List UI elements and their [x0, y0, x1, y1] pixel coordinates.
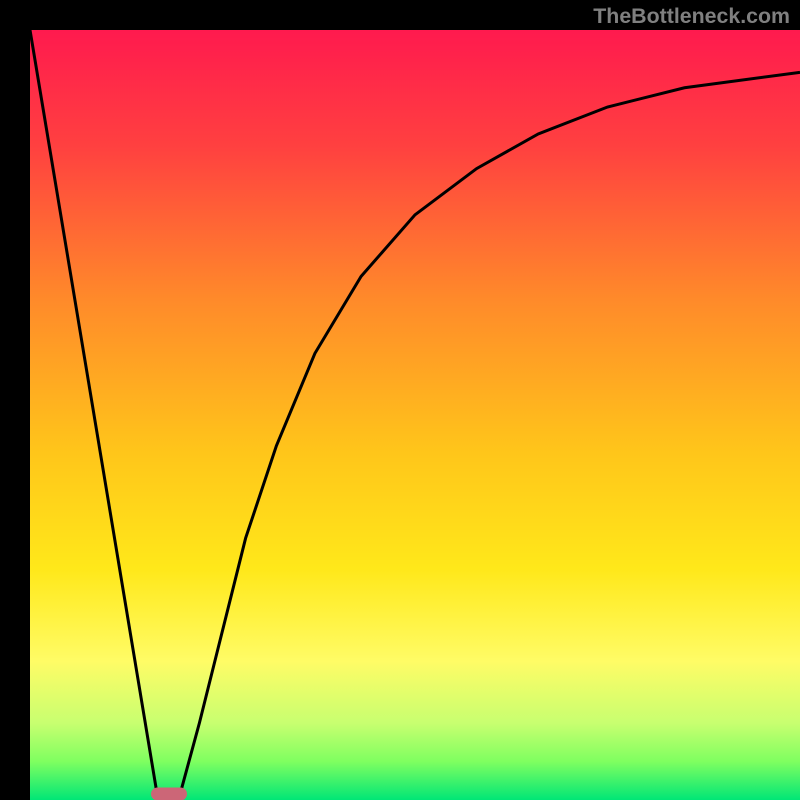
minimum-marker	[151, 787, 187, 800]
watermark-text: TheBottleneck.com	[593, 4, 790, 29]
curves-svg	[30, 30, 800, 800]
plot-area	[30, 30, 800, 800]
chart-container: TheBottleneck.com	[0, 0, 800, 800]
curve-1	[30, 30, 157, 794]
curve-2	[180, 72, 800, 793]
